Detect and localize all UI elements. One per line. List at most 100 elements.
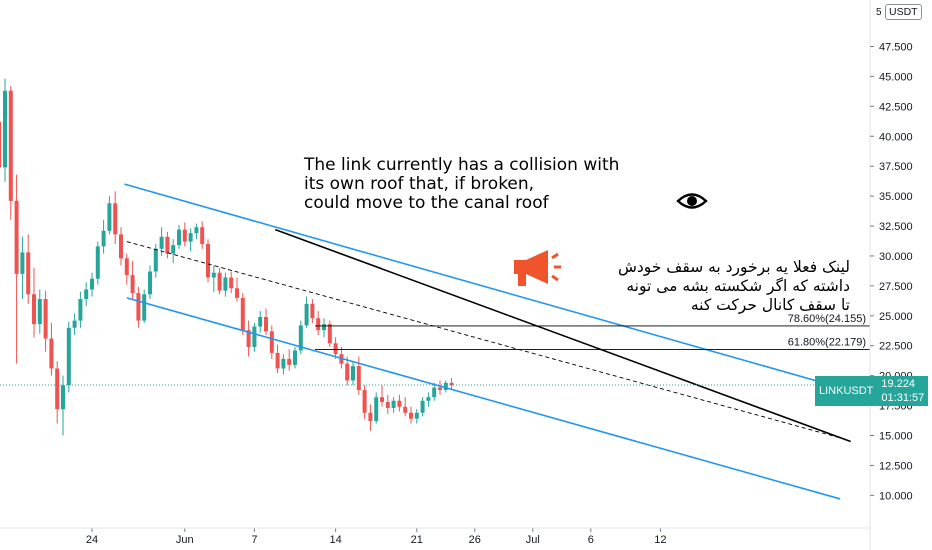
currency-badge[interactable]: 5 USDT bbox=[876, 4, 922, 20]
price-tick-label: 45.000 bbox=[879, 71, 913, 83]
candle bbox=[409, 406, 413, 424]
candle bbox=[252, 322, 257, 352]
candle bbox=[0, 121, 2, 168]
candle bbox=[61, 375, 65, 436]
candle-body bbox=[61, 385, 65, 410]
fib-level-label: 78.60%(24.155) bbox=[788, 313, 866, 325]
candle bbox=[182, 222, 187, 247]
candle bbox=[148, 265, 152, 300]
candle bbox=[269, 325, 274, 359]
candle-body bbox=[293, 350, 297, 365]
time-tick-label: 24 bbox=[86, 534, 98, 546]
candle-body bbox=[351, 366, 355, 381]
candle bbox=[66, 321, 71, 393]
candle bbox=[78, 291, 83, 328]
candle bbox=[43, 290, 48, 352]
candle-body bbox=[20, 252, 25, 274]
candle bbox=[26, 234, 31, 304]
price-tick-label: 42.500 bbox=[879, 101, 913, 113]
candle bbox=[345, 356, 350, 386]
candle-body bbox=[66, 327, 71, 386]
candle bbox=[449, 378, 454, 389]
candle bbox=[414, 409, 419, 424]
eye-icon bbox=[676, 193, 708, 209]
candle bbox=[420, 397, 425, 417]
candle bbox=[37, 289, 42, 334]
candle-body bbox=[0, 121, 2, 168]
candle-body bbox=[275, 352, 280, 369]
candle-body bbox=[304, 303, 309, 326]
candle-body bbox=[310, 303, 315, 319]
time-axis[interactable]: 24 Jun 7 14 21 26 Jul 6 12 bbox=[0, 527, 870, 546]
candle bbox=[72, 313, 77, 335]
candles-layer bbox=[0, 78, 454, 436]
candle bbox=[165, 232, 170, 259]
candle bbox=[391, 397, 396, 413]
english-annotation-line: could move to the canal roof bbox=[304, 193, 549, 213]
price-tick-label: 25.000 bbox=[879, 311, 913, 323]
candle-body bbox=[200, 227, 205, 244]
candle-body bbox=[252, 326, 257, 347]
candle-body bbox=[264, 316, 268, 332]
candle-body bbox=[298, 325, 303, 351]
candle-body bbox=[72, 320, 77, 328]
candle-body bbox=[333, 343, 338, 355]
candle-body bbox=[322, 324, 326, 331]
candle bbox=[90, 272, 94, 297]
candle bbox=[287, 349, 292, 371]
candle bbox=[14, 174, 19, 364]
candle-body bbox=[217, 272, 222, 291]
candle bbox=[107, 196, 112, 235]
time-tick-label: 21 bbox=[411, 534, 423, 546]
english-annotation-line: The link currently has a collision with bbox=[304, 155, 620, 175]
candle-body bbox=[177, 229, 181, 246]
price-tick-label: 37.500 bbox=[879, 161, 913, 173]
english-annotation: The link currently has a collision with … bbox=[304, 156, 619, 213]
candle bbox=[293, 346, 297, 369]
candle bbox=[322, 318, 326, 338]
candle bbox=[426, 392, 431, 407]
candle-body bbox=[148, 271, 152, 295]
candle bbox=[351, 361, 355, 386]
price-tick-label: 40.000 bbox=[879, 131, 913, 143]
candle bbox=[380, 385, 384, 407]
price-axis[interactable]: 47.500 45.000 42.500 40.000 37.500 35.000 32.5… bbox=[870, 41, 913, 502]
candle-body bbox=[194, 227, 199, 234]
candle-body bbox=[269, 331, 274, 353]
time-tick-label: Jun bbox=[176, 534, 194, 546]
candle-body bbox=[403, 406, 408, 413]
bar-countdown: 01:31:57 bbox=[881, 392, 925, 404]
candle bbox=[403, 397, 408, 417]
candle-body bbox=[37, 299, 42, 325]
candle bbox=[211, 265, 216, 292]
candle bbox=[171, 239, 176, 264]
time-tick-label: 14 bbox=[329, 534, 341, 546]
candle bbox=[327, 320, 332, 347]
english-annotation-line: its own roof that, if broken, bbox=[304, 174, 535, 194]
price-tick-label: 10.000 bbox=[879, 490, 913, 502]
candle-body bbox=[281, 358, 286, 369]
candle bbox=[130, 260, 135, 300]
candle bbox=[136, 287, 141, 328]
candle-body bbox=[327, 324, 332, 344]
candle bbox=[310, 299, 315, 323]
resistance-line bbox=[275, 228, 851, 443]
candle-body bbox=[3, 90, 7, 168]
channel-mid-line bbox=[126, 241, 841, 439]
time-tick-label: 12 bbox=[654, 534, 666, 546]
candle bbox=[432, 382, 437, 401]
candle-body bbox=[345, 363, 350, 381]
candle bbox=[3, 78, 7, 182]
candle bbox=[217, 267, 222, 295]
candle-body bbox=[113, 203, 118, 235]
candle bbox=[101, 220, 106, 254]
candle-body bbox=[391, 400, 396, 408]
time-tick-label: 26 bbox=[469, 534, 481, 546]
candle-body bbox=[165, 236, 170, 254]
candle bbox=[235, 277, 239, 302]
candle-body bbox=[316, 318, 321, 331]
candle bbox=[32, 267, 36, 338]
price-tick-label: 30.000 bbox=[879, 251, 913, 263]
price-tick-label: 47.500 bbox=[879, 41, 913, 53]
candle-body bbox=[420, 400, 425, 413]
